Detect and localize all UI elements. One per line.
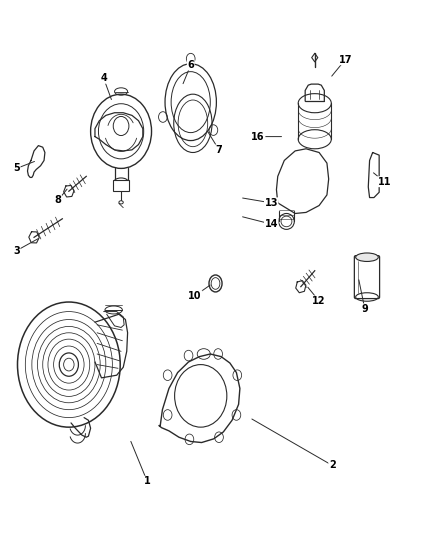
Text: 14: 14	[265, 219, 278, 229]
Text: 10: 10	[188, 290, 202, 301]
Text: 13: 13	[265, 198, 278, 208]
Text: 1: 1	[144, 477, 151, 486]
Text: 7: 7	[215, 145, 223, 155]
FancyBboxPatch shape	[113, 180, 129, 191]
Text: 6: 6	[187, 60, 194, 70]
Text: 17: 17	[339, 55, 352, 64]
Text: 11: 11	[378, 176, 391, 187]
Text: 5: 5	[13, 164, 20, 173]
Text: 2: 2	[329, 461, 336, 470]
Ellipse shape	[356, 253, 378, 262]
Text: 16: 16	[251, 132, 265, 142]
Text: 12: 12	[312, 296, 326, 306]
Text: 9: 9	[361, 304, 368, 314]
Text: 4: 4	[100, 73, 107, 83]
FancyBboxPatch shape	[354, 256, 380, 298]
Text: 8: 8	[54, 195, 61, 205]
Text: 3: 3	[13, 246, 20, 256]
